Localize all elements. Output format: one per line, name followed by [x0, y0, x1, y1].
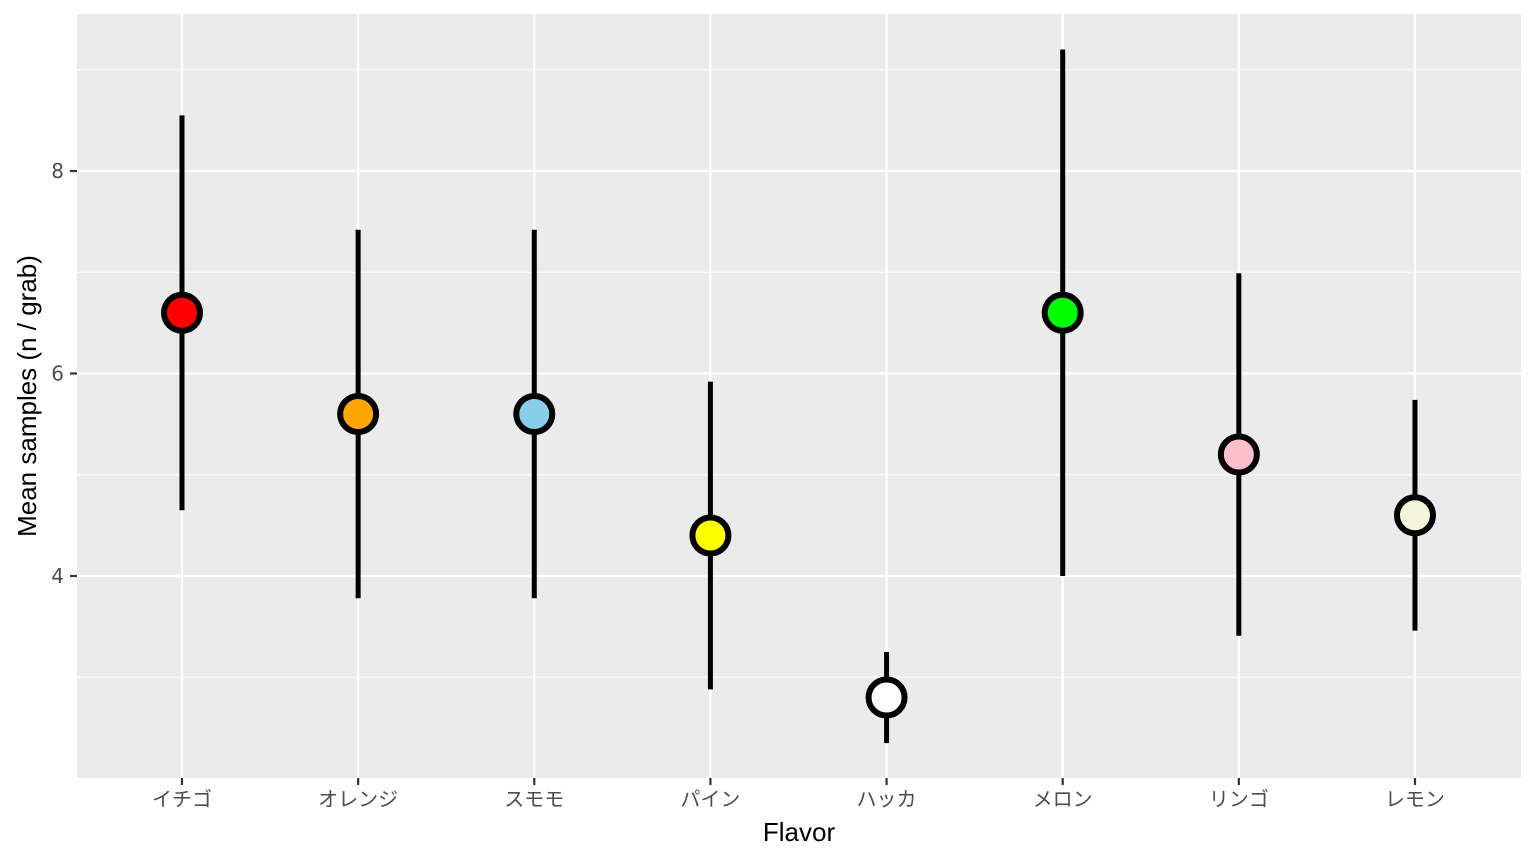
- mean-point: [161, 291, 203, 334]
- y-tick-label: 4: [51, 564, 64, 588]
- x-tick-label: メロン: [1033, 787, 1093, 811]
- mean-point: [1217, 433, 1260, 476]
- y-tick-label: 8: [51, 159, 64, 183]
- minor-gridlines: [77, 69, 1521, 678]
- x-axis: イチゴ オレンジ スモモ パイン ハッカ メロン リンゴ レモン: [152, 778, 1445, 811]
- x-tick-label: リンゴ: [1209, 787, 1269, 811]
- mean-point: [865, 676, 908, 719]
- mean-point: [689, 514, 732, 557]
- y-tick-label: 6: [51, 362, 64, 386]
- mean-point: [337, 393, 380, 435]
- x-tick-label: ハッカ: [857, 787, 917, 811]
- mean-point: [1393, 494, 1436, 537]
- x-tick-label: レモン: [1385, 787, 1445, 811]
- x-tick-label: イチゴ: [152, 787, 212, 811]
- mean-point: [1041, 291, 1084, 334]
- x-axis-title: Flavor: [763, 817, 836, 847]
- y-axis: 4 6 8: [51, 159, 77, 588]
- x-tick-label: オレンジ: [318, 787, 398, 811]
- x-tick-label: パイン: [680, 787, 740, 811]
- y-axis-title: Mean samples (n / grab): [12, 255, 42, 537]
- x-tick-label: スモモ: [504, 787, 564, 811]
- panel-background: [77, 14, 1521, 778]
- mean-point: [513, 393, 556, 435]
- points: [161, 291, 1436, 719]
